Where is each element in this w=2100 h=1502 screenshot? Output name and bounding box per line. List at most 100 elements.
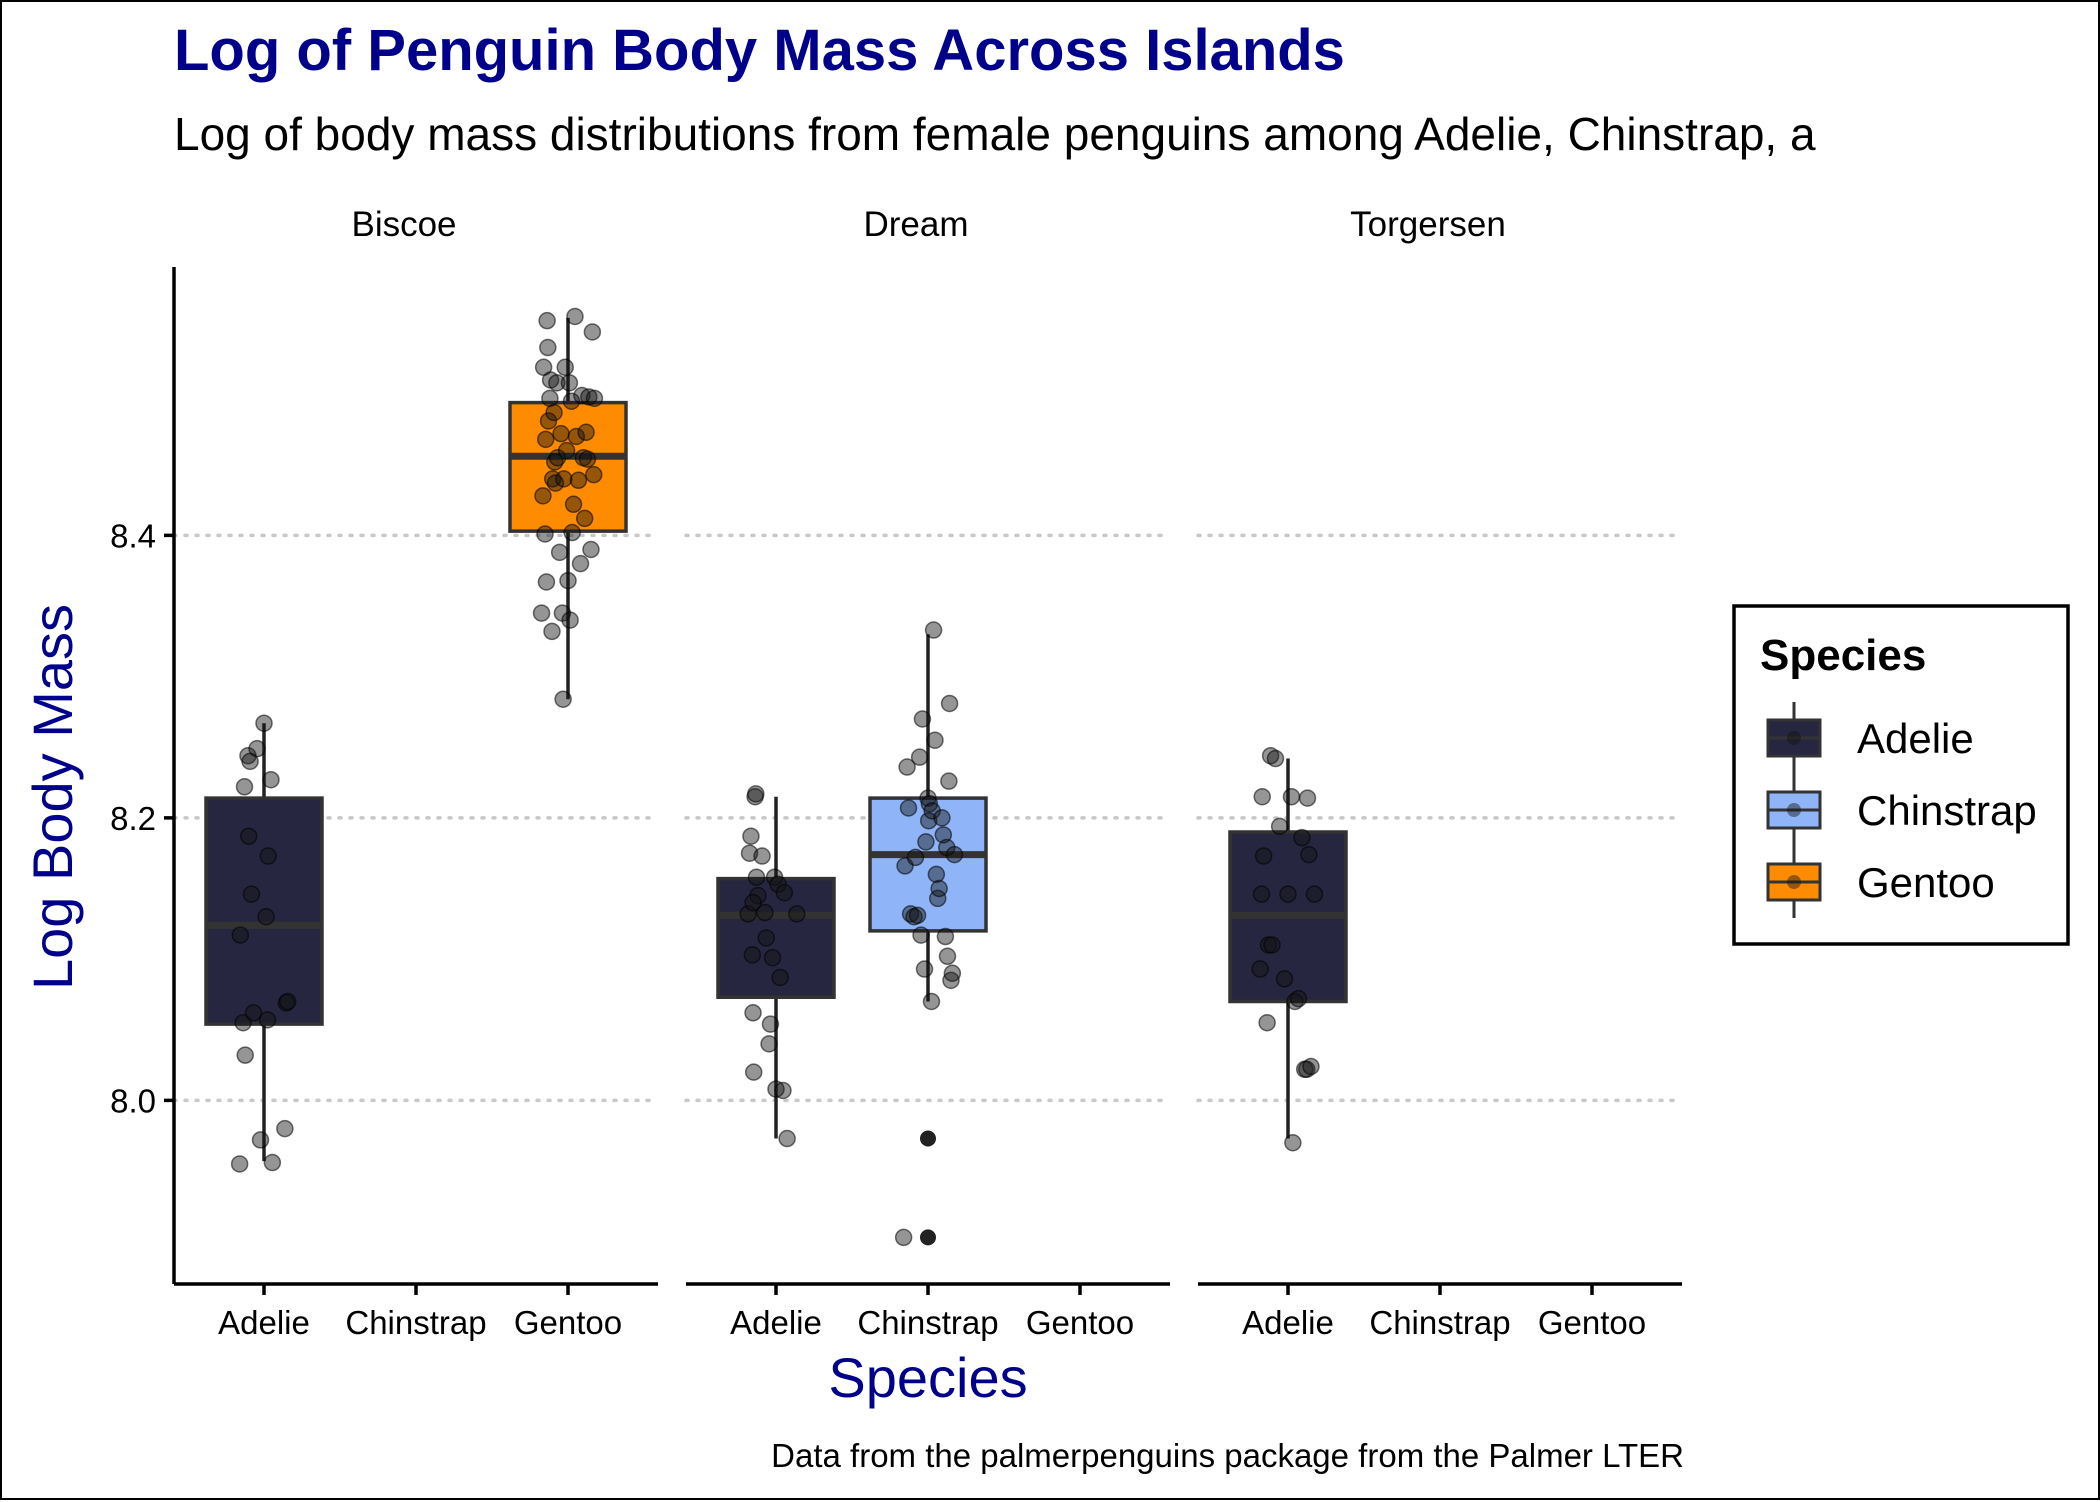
data-point [744,893,762,912]
data-point [938,947,957,966]
data-point [1253,787,1271,806]
x-tick-label: Gentoo [1026,1304,1134,1341]
x-tick-label: Chinstrap [1369,1304,1510,1341]
data-point [747,868,766,886]
box-chinstrap-dream [868,621,988,1247]
data-point [242,885,261,903]
data-point [585,465,603,484]
data-point [244,1004,263,1022]
data-point [236,1046,254,1064]
data-point [743,946,762,964]
data-point [278,992,297,1011]
data-point [566,307,584,326]
data-point [940,694,959,713]
outlier-point [920,1130,936,1147]
data-point [1258,1013,1276,1032]
data-point [582,540,600,559]
data-point [537,573,556,591]
data-point [239,827,258,845]
x-axis-title: Species [828,1346,1027,1409]
data-point [258,1011,277,1029]
data-point [559,571,577,590]
data-point [567,427,586,446]
axis-labels: 8.0 8.2 8.4 Biscoe Adelie Chinstrap Gentoo Drea… [110,205,1646,1341]
data-point [908,906,927,925]
box-adelie-torgersen [1228,746,1348,1152]
data-point [561,611,579,629]
box-iqr [204,796,324,1026]
data-point [1275,970,1294,988]
data-point [943,964,962,982]
data-point [778,1129,796,1148]
data-point [1305,885,1324,903]
data-point [1254,847,1273,865]
data-marks [204,307,1348,1247]
data-point [788,905,806,923]
chart-title: Log of Penguin Body Mass Across Islands [174,18,1345,83]
data-point [924,621,943,639]
data-point [927,865,946,884]
data-point [583,323,602,341]
box-iqr [868,796,988,933]
data-point [255,714,273,732]
data-point [1302,1057,1320,1076]
data-point [1263,936,1281,954]
data-point [1289,989,1308,1008]
outlier-point [920,1229,936,1246]
data-point [1270,817,1289,836]
data-point [926,731,944,749]
data-point [1266,749,1285,768]
data-point [757,929,776,947]
legend-key-point [1787,875,1801,889]
data-point [575,509,594,528]
data-point [550,543,569,562]
data-point [945,845,964,864]
y-axis-title: Log Body Mass [21,604,84,990]
x-tick-label: Chinstrap [857,1304,998,1341]
facet-label: Biscoe [351,205,456,244]
data-point [536,525,554,543]
x-tick-label: Adelie [730,1304,822,1341]
legend-item-gentoo: Gentoo [1766,846,1995,918]
data-point [241,752,259,771]
data-point [767,1080,785,1098]
data-point [919,811,938,830]
x-tick-label: Chinstrap [345,1304,486,1341]
data-point [753,847,771,865]
legend-label: Gentoo [1857,859,1995,906]
data-point [915,960,934,978]
data-point [276,1119,294,1138]
data-point [555,470,573,488]
legend-title: Species [1760,631,1926,680]
data-point [545,403,563,422]
data-point [761,1015,780,1033]
data-point [543,622,561,641]
data-point [912,926,930,944]
box-gentoo-biscoe [508,307,628,708]
data-point [235,778,254,796]
data-point [548,448,567,467]
data-point [1300,845,1318,864]
data-point [259,847,277,865]
data-point [933,809,951,827]
data-point [230,1155,249,1173]
data-point [539,338,557,357]
data-point [257,908,275,926]
data-point [930,879,948,898]
data-point [552,424,570,443]
data-point [763,948,782,967]
data-point [744,1004,762,1022]
data-point [894,1228,913,1247]
data-point [1298,789,1317,807]
data-point [744,1063,763,1081]
data-point [742,827,760,845]
data-point [898,758,916,776]
data-point [1261,746,1280,765]
data-point [936,927,955,946]
data-point [1284,1134,1302,1152]
data-point [532,604,551,622]
data-point [231,926,250,944]
y-tick-label: 8.0 [110,1082,156,1119]
box-iqr [508,400,628,533]
